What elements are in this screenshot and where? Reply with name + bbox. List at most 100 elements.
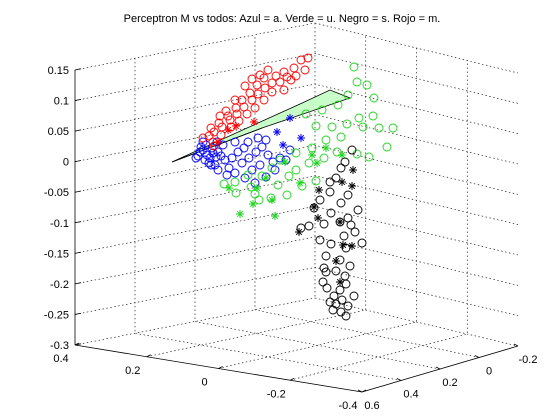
point-star-series-2 — [336, 278, 344, 286]
point-circle-series-1 — [369, 93, 379, 103]
point-circle-series-2 — [350, 227, 360, 237]
point-circle-series-1 — [243, 170, 253, 180]
point-circle-series-0 — [240, 173, 250, 183]
right-axis-tick-label: 0 — [486, 366, 492, 378]
point-circle-series-1 — [319, 153, 329, 163]
grid-line-z — [74, 267, 519, 316]
grid-line-z — [74, 175, 519, 225]
grid-line-left-axis — [290, 60, 468, 381]
point-circle-series-3 — [234, 116, 244, 126]
point-circle-series-1 — [230, 177, 240, 187]
point-circle-series-3 — [271, 71, 281, 81]
point-circle-series-2 — [321, 267, 331, 277]
z-tick-label: 0 — [63, 157, 69, 169]
grid-line-right-axis — [134, 58, 402, 381]
point-circle-series-1 — [332, 147, 342, 157]
point-circle-series-3 — [232, 109, 242, 119]
point-circle-series-1 — [362, 80, 372, 90]
point-circle-series-2 — [319, 219, 329, 229]
z-tick-label: -0.25 — [44, 309, 69, 321]
point-circle-series-2 — [318, 277, 328, 287]
z-tick-mark — [74, 190, 82, 193]
point-star-series-2 — [315, 186, 323, 194]
point-star-series-1 — [308, 151, 316, 159]
point-star-series-0 — [286, 114, 294, 122]
z-tick-mark — [74, 282, 82, 285]
point-circle-series-2 — [331, 266, 341, 276]
point-circle-series-0 — [270, 165, 280, 175]
point-star-series-2 — [339, 241, 347, 249]
point-circle-series-2 — [331, 173, 341, 183]
point-circle-series-3 — [259, 95, 269, 105]
point-star-series-2 — [310, 203, 318, 211]
point-circle-series-2 — [329, 291, 339, 301]
z-tick-label: -0.1 — [50, 218, 69, 230]
z-tick-label: -0.15 — [44, 248, 69, 260]
plane-edge — [171, 127, 263, 163]
box-edge-back — [314, 297, 519, 347]
point-circle-series-3 — [242, 109, 252, 119]
point-circle-series-3 — [291, 71, 301, 81]
grid-line-z — [74, 53, 519, 104]
point-circle-series-2 — [343, 301, 353, 311]
z-tick-mark — [74, 129, 82, 132]
point-circle-series-3 — [267, 78, 277, 88]
point-circle-series-0 — [198, 137, 208, 147]
point-circle-series-2 — [340, 157, 350, 167]
point-circle-series-2 — [336, 163, 346, 173]
left-axis-tick-label: 0 — [201, 377, 207, 389]
point-star-series-1 — [281, 158, 289, 166]
point-circle-series-0 — [275, 153, 285, 163]
point-circle-series-3 — [247, 95, 257, 105]
point-circle-series-2 — [341, 311, 351, 321]
point-star-series-3 — [214, 138, 222, 146]
point-star-series-3 — [250, 118, 258, 126]
right-axis-tick-mark — [357, 389, 363, 393]
point-circle-series-2 — [340, 271, 350, 281]
right-axis-tick-label: 0.2 — [442, 377, 457, 389]
point-circle-series-2 — [347, 145, 357, 155]
point-circle-series-1 — [364, 152, 374, 162]
box-edge-back — [74, 22, 316, 71]
right-axis-tick-mark — [513, 343, 519, 347]
grid-line-z — [74, 236, 519, 286]
point-star-series-1 — [253, 184, 261, 192]
point-circle-series-1 — [291, 165, 301, 175]
point-circle-series-3 — [252, 80, 262, 90]
point-circle-series-2 — [325, 297, 335, 307]
point-circle-series-1 — [374, 123, 384, 133]
z-tick-label: 0.05 — [48, 126, 69, 138]
point-circle-series-3 — [289, 63, 299, 73]
point-star-series-2 — [295, 228, 303, 236]
point-circle-series-3 — [250, 103, 260, 113]
point-circle-series-0 — [263, 150, 273, 160]
point-circle-series-1 — [388, 123, 398, 133]
point-circle-series-2 — [349, 291, 359, 301]
point-circle-series-1 — [301, 109, 311, 119]
data-points — [191, 53, 398, 321]
point-star-series-3 — [224, 126, 232, 134]
point-circle-series-3 — [204, 131, 214, 141]
point-circle-series-3 — [279, 85, 289, 95]
point-circle-series-0 — [255, 160, 265, 170]
point-circle-series-1 — [317, 105, 327, 115]
point-star-series-1 — [249, 200, 257, 208]
left-axis-tick-mark — [146, 354, 151, 358]
point-circle-series-2 — [325, 177, 335, 187]
point-circle-series-2 — [345, 261, 355, 271]
grid-line-z — [74, 83, 519, 134]
point-circle-series-3 — [267, 87, 277, 97]
point-circle-series-1 — [349, 62, 359, 72]
point-circle-series-1 — [368, 111, 378, 121]
point-star-series-0 — [273, 128, 281, 136]
point-circle-series-2 — [346, 220, 356, 230]
left-axis-tick-mark — [361, 389, 367, 393]
point-star-series-1 — [262, 174, 270, 182]
point-circle-series-1 — [297, 181, 307, 191]
right-axis-tick-mark — [396, 378, 402, 381]
axes-box-front — [74, 68, 519, 393]
point-circle-series-3 — [255, 70, 265, 80]
point-circle-series-2 — [315, 235, 325, 245]
point-circle-series-2 — [321, 251, 331, 261]
